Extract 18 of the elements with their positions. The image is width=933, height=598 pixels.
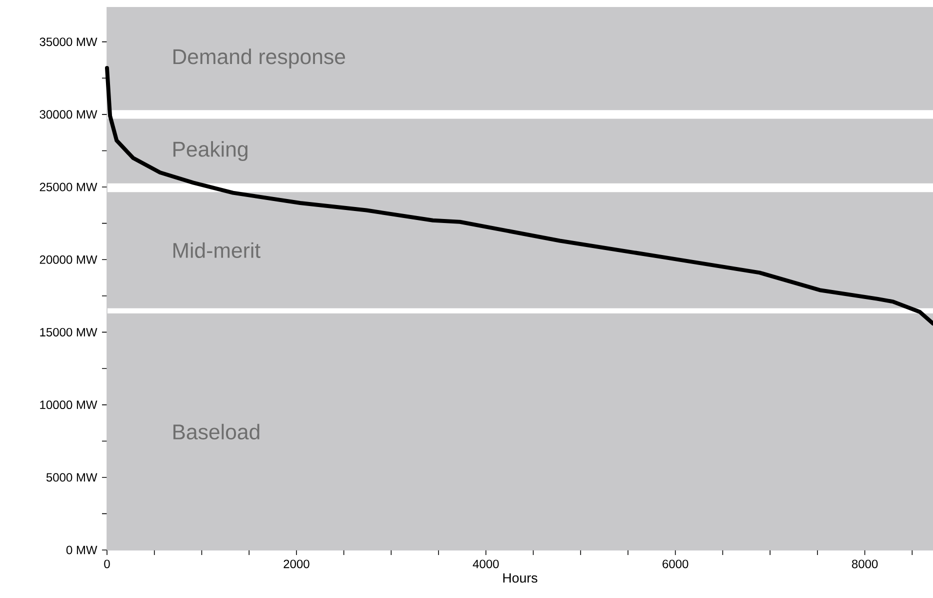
x-tick-label: 4000 [472, 560, 499, 568]
x-tick-label: 8000 [852, 560, 878, 568]
y-tick-label: 15000 MW [40, 328, 98, 336]
x-tick-label: 2000 [284, 560, 310, 568]
y-tick-label: 25000 MW [40, 182, 98, 192]
x-tick-label: 6000 [662, 560, 688, 568]
band-label: Demand response [173, 48, 346, 68]
y-tick-label: 5000 MW [46, 473, 98, 482]
band-label: Mid-merit [173, 242, 260, 258]
y-tick-label: 10000 MW [40, 400, 98, 410]
y-tick-label: 20000 MW [40, 255, 98, 264]
y-tick-label: 0 MW [66, 546, 98, 554]
x-tick-label: 0 [104, 560, 110, 568]
band-label: Baseload [173, 424, 260, 440]
y-tick-label: 30000 MW [40, 110, 98, 119]
y-tick-label: 35000 MW [40, 38, 98, 46]
band-label: Peaking [173, 141, 248, 162]
x-axis-title: Hours [503, 573, 538, 583]
